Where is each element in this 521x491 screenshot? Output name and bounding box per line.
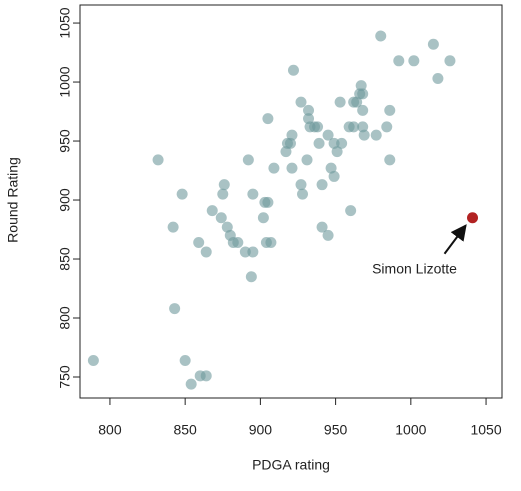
point	[215, 212, 227, 224]
point	[370, 129, 382, 141]
point	[322, 129, 334, 141]
point	[328, 170, 340, 182]
point	[262, 196, 274, 208]
point	[206, 205, 218, 217]
y-tick-label: 750	[57, 365, 73, 389]
x-tick-label: 950	[324, 422, 348, 438]
point	[247, 246, 259, 258]
point	[239, 246, 251, 258]
point	[331, 146, 343, 158]
point	[348, 121, 360, 133]
point	[336, 137, 348, 149]
point	[351, 96, 363, 108]
point	[179, 354, 191, 366]
point	[328, 137, 340, 149]
point	[200, 246, 212, 258]
point	[334, 96, 346, 108]
point	[152, 154, 164, 166]
point	[221, 221, 233, 233]
point	[262, 113, 274, 125]
y-tick-label: 850	[57, 247, 73, 271]
point	[375, 30, 387, 42]
point	[357, 121, 369, 133]
point	[284, 137, 296, 149]
point	[427, 38, 439, 50]
point	[218, 179, 230, 191]
point	[313, 137, 325, 149]
point	[316, 221, 328, 233]
point	[312, 121, 324, 133]
point	[381, 121, 393, 133]
point	[345, 205, 357, 217]
point	[393, 55, 405, 67]
point	[217, 188, 229, 200]
y-tick-label: 1050	[57, 7, 73, 38]
point	[297, 188, 309, 200]
point	[169, 303, 181, 315]
point	[87, 354, 99, 366]
point	[444, 55, 456, 67]
point	[432, 73, 444, 85]
point	[322, 229, 334, 241]
annotation-label: Simon Lizotte	[372, 260, 457, 276]
plot-frame	[79, 4, 503, 399]
y-tick-label: 900	[57, 188, 73, 212]
point	[268, 162, 280, 174]
point	[358, 129, 370, 141]
point	[257, 212, 269, 224]
x-tick-label: 850	[173, 422, 197, 438]
point	[295, 96, 307, 108]
point	[286, 162, 298, 174]
x-tick-label: 900	[249, 422, 273, 438]
y-tick-label: 1000	[57, 66, 73, 97]
point	[303, 113, 315, 125]
point	[242, 154, 254, 166]
point	[301, 154, 313, 166]
annotation-arrow	[443, 224, 467, 255]
point	[247, 188, 259, 200]
point	[357, 88, 369, 100]
point	[355, 80, 367, 92]
point	[384, 154, 396, 166]
point	[316, 179, 328, 191]
point	[295, 179, 307, 191]
point	[245, 271, 257, 283]
x-tick-label: 800	[98, 422, 122, 438]
y-tick-label: 950	[57, 129, 73, 153]
highlight-point	[467, 212, 479, 224]
point	[265, 236, 277, 248]
point	[286, 129, 298, 141]
point	[280, 146, 292, 158]
point	[167, 221, 179, 233]
point	[325, 162, 337, 174]
point	[384, 104, 396, 116]
x-axis-label: PDGA rating	[252, 457, 330, 473]
y-tick-label: 800	[57, 306, 73, 330]
point	[357, 104, 369, 116]
x-tick-label: 1050	[470, 422, 501, 438]
point	[287, 64, 299, 76]
point	[408, 55, 420, 67]
point	[193, 236, 205, 248]
x-tick-label: 1000	[395, 422, 426, 438]
point	[185, 378, 197, 390]
point	[232, 236, 244, 248]
point	[176, 188, 188, 200]
point	[200, 370, 212, 382]
y-axis-label: Round Rating	[5, 157, 21, 243]
point	[303, 104, 315, 116]
